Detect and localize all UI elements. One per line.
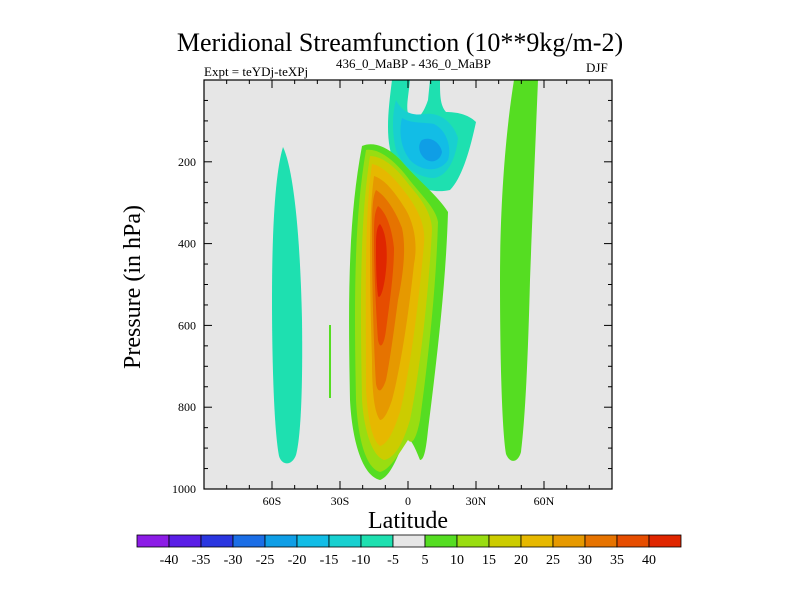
colorbar-label: -20 bbox=[288, 553, 307, 568]
x-axis-label: Latitude bbox=[368, 508, 448, 534]
colorbar-swatch bbox=[584, 534, 618, 548]
colorbar-label: -30 bbox=[224, 553, 243, 568]
y-tick-label: 800 bbox=[178, 400, 196, 414]
colorbar-label: -15 bbox=[320, 553, 339, 568]
colorbar-swatch bbox=[232, 534, 266, 548]
y-axis-label: Pressure (in hPa) bbox=[120, 205, 146, 369]
colorbar-label: -25 bbox=[256, 553, 275, 568]
colorbar-swatch bbox=[360, 534, 394, 548]
chart-title: Meridional Streamfunction (10**9kg/m-2) bbox=[176, 28, 624, 57]
colorbar-label: 20 bbox=[514, 553, 528, 568]
contour-sh-cell bbox=[272, 147, 303, 464]
colorbar-label: 15 bbox=[482, 553, 496, 568]
experiment-subtitle: Expt = teYDj-teXPj bbox=[204, 64, 309, 79]
colorbar-label: 25 bbox=[546, 553, 560, 568]
season-subtitle: DJF bbox=[586, 60, 608, 75]
y-tick-label: 1000 bbox=[172, 482, 196, 496]
axis-ticks: 60S 30S 0 30N 60N 200 400 600 800 1000 bbox=[172, 80, 612, 508]
colorbar-swatch bbox=[168, 534, 202, 548]
y-tick-label: 200 bbox=[178, 155, 196, 169]
colorbar-swatch bbox=[520, 534, 554, 548]
colorbar: -40 -35 -30 -25 -20 -15 -10 -5 5 10 15 20 25 30 35 40 bbox=[136, 534, 682, 568]
colorbar-swatch bbox=[616, 534, 650, 548]
colorbar-label: 5 bbox=[422, 553, 429, 568]
colorbar-swatch bbox=[296, 534, 330, 548]
y-tick-label: 400 bbox=[178, 237, 196, 251]
contour-nh-cell bbox=[500, 80, 538, 461]
colorbar-label: -10 bbox=[352, 553, 371, 568]
colorbar-swatch bbox=[424, 534, 458, 548]
contour-neg-core bbox=[419, 138, 442, 162]
colorbar-swatch bbox=[328, 534, 362, 548]
colorbar-swatch bbox=[200, 534, 234, 548]
x-tick-label: 60N bbox=[534, 494, 555, 508]
colorbar-swatch bbox=[392, 534, 426, 548]
colorbar-swatch bbox=[136, 534, 170, 548]
y-tick-label: 600 bbox=[178, 318, 196, 332]
x-tick-label: 30N bbox=[466, 494, 487, 508]
x-tick-label: 0 bbox=[405, 494, 411, 508]
contour-fills bbox=[272, 80, 538, 481]
colorbar-swatch bbox=[456, 534, 490, 548]
contour-sh-line bbox=[329, 325, 331, 398]
colorbar-label: 10 bbox=[450, 553, 464, 568]
colorbar-swatch bbox=[488, 534, 522, 548]
colorbar-swatch bbox=[648, 534, 682, 548]
colorbar-label: 35 bbox=[610, 553, 624, 568]
colorbar-swatch bbox=[552, 534, 586, 548]
period-subtitle: 436_0_MaBP - 436_0_MaBP bbox=[336, 56, 491, 71]
contour-pos-max bbox=[376, 224, 387, 297]
x-tick-label: 60S bbox=[263, 494, 282, 508]
colorbar-swatch bbox=[264, 534, 298, 548]
x-tick-label: 30S bbox=[331, 494, 350, 508]
colorbar-label: -5 bbox=[387, 553, 399, 568]
colorbar-label: -40 bbox=[160, 553, 179, 568]
colorbar-label: -35 bbox=[192, 553, 211, 568]
colorbar-label: 40 bbox=[642, 553, 656, 568]
colorbar-label: 30 bbox=[578, 553, 592, 568]
